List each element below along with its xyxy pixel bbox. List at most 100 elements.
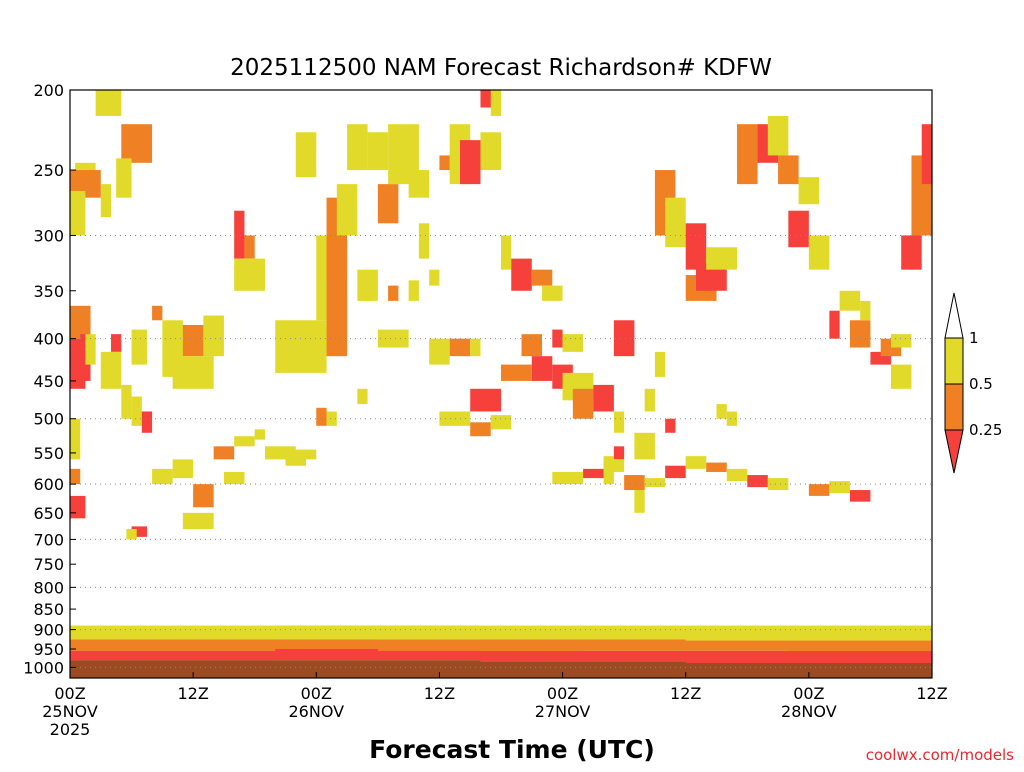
richardson-cell <box>737 124 758 185</box>
richardson-cell <box>685 223 707 270</box>
richardson-cell <box>726 411 738 426</box>
richardson-cell <box>234 258 265 291</box>
richardson-cell <box>85 334 96 365</box>
boundary-layer-strip <box>480 652 686 662</box>
colorbar-cap-bottom <box>944 429 964 474</box>
richardson-cell <box>377 184 399 224</box>
richardson-cell <box>531 356 553 381</box>
richardson-cell <box>213 446 235 460</box>
x-tick-label: 00Z <box>301 684 332 703</box>
richardson-cell <box>429 269 440 286</box>
x-tick-label: 26NOV <box>288 702 344 721</box>
colorbar-cap-top <box>944 292 964 339</box>
colorbar-label: 0.25 <box>969 421 1002 439</box>
boundary-layer-strip <box>583 642 789 650</box>
y-axis: 200 250 300 350 400 450 500 550 600 650 700 750 800 8… <box>23 81 76 677</box>
y-tick-label: 300 <box>33 226 64 245</box>
y-tick-label: 450 <box>33 372 64 391</box>
richardson-cell <box>152 468 173 485</box>
colorbar: 1 0.5 0.25 <box>944 292 1002 474</box>
y-tick-label: 950 <box>33 640 64 659</box>
x-tick-label: 28NOV <box>781 702 837 721</box>
richardson-cell <box>480 132 501 171</box>
boundary-layer-strip <box>685 629 932 641</box>
richardson-cell <box>829 310 840 339</box>
richardson-cell <box>716 404 727 419</box>
boundary-layer-strip <box>70 641 173 649</box>
y-tick-label: 200 <box>33 81 64 100</box>
richardson-cell <box>275 320 327 373</box>
richardson-cell <box>747 475 768 488</box>
x-tick-label: 12Z <box>424 684 455 703</box>
y-tick-label: 650 <box>33 504 64 523</box>
y-tick-label: 550 <box>33 444 64 463</box>
richardson-cell <box>634 432 655 460</box>
richardson-cell <box>100 184 112 218</box>
richardson-cell <box>921 124 932 185</box>
richardson-cell <box>808 484 830 496</box>
richardson-cell <box>644 388 655 412</box>
richardson-cell <box>901 235 922 270</box>
x-tick-label: 00Z <box>547 684 578 703</box>
boundary-layer-strip <box>70 627 276 640</box>
richardson-cell <box>357 269 378 301</box>
richardson-cell <box>890 334 912 348</box>
boundary-layer-strip <box>275 625 481 638</box>
richardson-cell <box>111 334 122 352</box>
richardson-cell <box>521 334 543 357</box>
colorbar-label: 0.5 <box>969 375 993 393</box>
richardson-cell <box>121 124 153 163</box>
richardson-cell <box>234 210 245 259</box>
richardson-cell <box>408 280 419 301</box>
richardson-cell <box>634 484 645 513</box>
boundary-layer-strip <box>377 641 584 651</box>
y-tick-label: 500 <box>33 410 64 429</box>
x-tick-label: 12Z <box>670 684 701 703</box>
richardson-cell <box>613 320 635 357</box>
richardson-cell <box>203 315 224 357</box>
richardson-cell <box>131 526 147 537</box>
boundary-layer-strip <box>480 627 686 640</box>
richardson-cell <box>408 170 430 198</box>
richardson-cell <box>490 90 501 116</box>
richardson-cell <box>798 177 820 205</box>
richardson-cell <box>131 396 142 426</box>
y-tick-label: 900 <box>33 621 64 640</box>
richardson-cell <box>388 285 399 301</box>
richardson-cell <box>316 407 327 426</box>
plot-frame <box>69 89 933 679</box>
richardson-cell <box>70 190 86 236</box>
richardson-cell <box>531 269 553 286</box>
richardson-cell <box>788 210 809 248</box>
richardson-cell <box>562 334 584 352</box>
x-tick-label: 27NOV <box>535 702 591 721</box>
x-tick-label: 12Z <box>177 684 208 703</box>
y-tick-label: 850 <box>33 600 64 619</box>
y-tick-label: 400 <box>33 330 64 349</box>
richardson-cell <box>583 468 604 479</box>
richardson-cell <box>357 388 368 405</box>
richardson-cell <box>603 459 625 472</box>
richardson-cell <box>593 384 614 412</box>
richardson-cell <box>116 158 132 198</box>
chart-title: 2025112500 NAM Forecast Richardson# KDFW <box>230 55 772 81</box>
colorbar-bin <box>944 383 964 431</box>
richardson-cell <box>70 418 81 460</box>
y-tick-label: 800 <box>33 578 64 597</box>
richardson-cell <box>418 223 430 259</box>
boundary-layer-strip <box>275 648 481 659</box>
y-tick-label: 250 <box>33 161 64 180</box>
x-axis-title: Forecast Time (UTC) <box>369 735 655 764</box>
richardson-cell <box>767 478 789 491</box>
richardson-cell <box>829 481 850 493</box>
richardson-cell <box>542 285 563 301</box>
richardson-cell <box>70 305 91 339</box>
richardson-cell <box>470 422 491 437</box>
y-tick-label: 700 <box>33 530 64 549</box>
richardson-cell <box>613 411 625 433</box>
richardson-cell <box>839 290 861 311</box>
richardson-cell <box>347 124 368 171</box>
richardson-cell <box>890 364 912 389</box>
richardson-cell <box>182 512 214 530</box>
x-tick-label: 25NOV <box>42 702 98 721</box>
